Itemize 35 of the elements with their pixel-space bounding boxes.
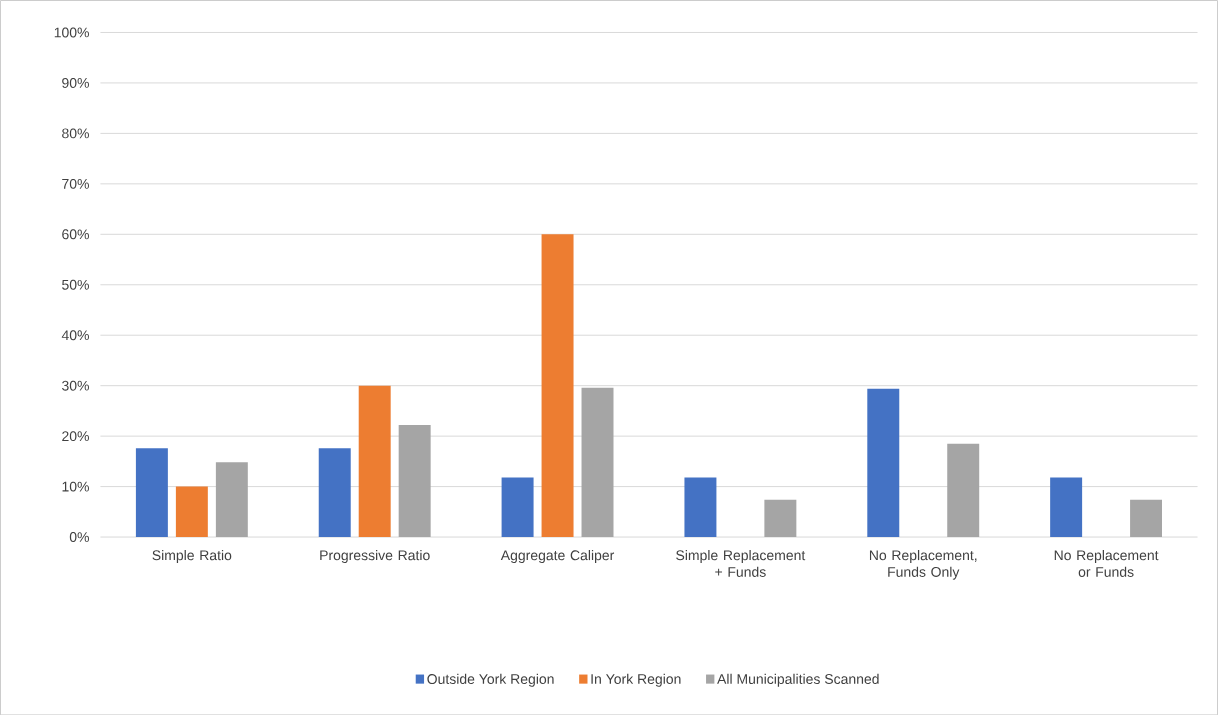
legend-label: In York Region [591,673,681,687]
y-tick-label: 100% [54,27,89,38]
y-tick-label: 20% [62,430,89,441]
bar [318,448,351,537]
bar [541,234,574,537]
bar [867,388,900,537]
y-tick-label: 50% [62,279,89,290]
x-tick-label: Simple Replacement + Funds [676,549,806,577]
bar [358,385,391,537]
bar [175,486,208,537]
x-tick-label: Simple Ratio [152,549,232,563]
bar [215,462,248,537]
y-tick-label: 60% [62,229,89,240]
legend-label: Outside York Region [427,673,554,687]
x-tick-label: No Replacement or Funds [1054,549,1159,577]
y-tick-label: 80% [62,128,89,139]
bar [135,448,168,537]
bar [501,477,534,537]
bar [1130,499,1163,537]
bar [398,424,431,537]
bar [684,477,717,537]
bar [947,443,980,537]
y-tick-label: 10% [62,481,89,492]
legend-label: All Municipalities Scanned [717,673,879,687]
bar [581,387,614,537]
y-tick-label: 70% [62,178,89,189]
y-tick-label: 40% [61,330,89,340]
x-tick-label: Aggregate Caliper [500,549,615,563]
bar [1050,477,1083,537]
x-tick-label: No Replacement, Funds Only [869,549,977,580]
y-tick-label: 30% [62,380,89,391]
y-tick-label: 0% [69,531,89,542]
x-tick-label: Progressive Ratio [320,549,430,563]
bar [764,499,797,537]
y-tick-label: 90% [62,77,89,88]
